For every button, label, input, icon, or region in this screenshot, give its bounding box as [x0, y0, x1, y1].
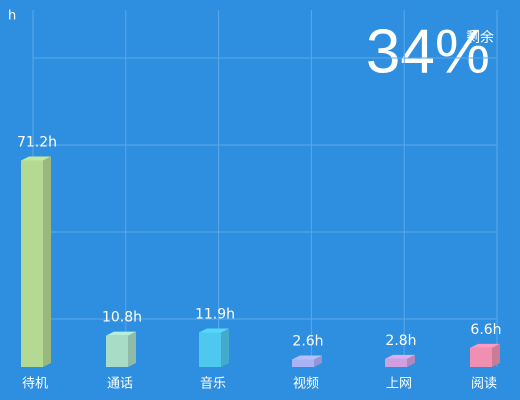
y-axis-label: h	[8, 9, 16, 24]
value-label: 2.6h	[292, 333, 323, 349]
value-label: 6.6h	[470, 322, 501, 338]
bar	[470, 347, 492, 367]
value-label: 10.8h	[102, 310, 142, 326]
bar-side	[221, 328, 229, 367]
bar	[106, 335, 128, 367]
value-label: 71.2h	[17, 135, 57, 151]
bar-side	[43, 156, 51, 367]
bar-top	[292, 355, 322, 360]
x-tick-label: 音乐	[200, 376, 226, 392]
bar	[292, 359, 314, 367]
value-label: 2.8h	[385, 333, 416, 349]
bar-top	[21, 156, 51, 161]
bar-top	[385, 354, 415, 359]
x-tick-label: 待机	[22, 377, 48, 392]
bar-side	[314, 355, 322, 367]
bar-top	[470, 343, 500, 348]
value-label: 11.9h	[195, 306, 235, 322]
bar	[199, 332, 221, 367]
bar	[385, 358, 407, 367]
x-tick-label: 视频	[293, 377, 319, 392]
bar-side	[407, 354, 415, 367]
x-tick-label: 阅读	[471, 377, 497, 392]
bar-top	[106, 331, 136, 336]
remaining-percent: 34%	[366, 17, 490, 86]
bar-side	[128, 331, 136, 367]
remaining-label: 剩余	[466, 29, 494, 46]
bar-side	[492, 343, 500, 367]
x-tick-label: 上网	[386, 377, 412, 392]
x-tick-label: 通话	[107, 377, 133, 392]
bar	[21, 160, 43, 367]
bar-top	[199, 328, 229, 333]
